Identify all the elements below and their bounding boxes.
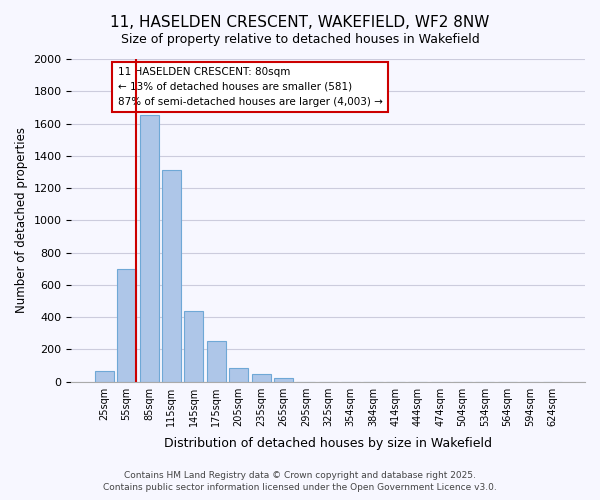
Text: Contains HM Land Registry data © Crown copyright and database right 2025.
Contai: Contains HM Land Registry data © Crown c… xyxy=(103,471,497,492)
Bar xyxy=(162,170,181,382)
Bar xyxy=(184,310,203,382)
Bar xyxy=(117,268,136,382)
Bar xyxy=(229,368,248,382)
Bar xyxy=(251,374,271,382)
Text: 11, HASELDEN CRESCENT, WAKEFIELD, WF2 8NW: 11, HASELDEN CRESCENT, WAKEFIELD, WF2 8N… xyxy=(110,15,490,30)
Bar xyxy=(140,116,158,382)
Bar xyxy=(207,340,226,382)
Bar xyxy=(274,378,293,382)
Y-axis label: Number of detached properties: Number of detached properties xyxy=(15,128,28,314)
X-axis label: Distribution of detached houses by size in Wakefield: Distribution of detached houses by size … xyxy=(164,437,492,450)
Bar xyxy=(95,371,114,382)
Text: 11 HASELDEN CRESCENT: 80sqm
← 13% of detached houses are smaller (581)
87% of se: 11 HASELDEN CRESCENT: 80sqm ← 13% of det… xyxy=(118,67,383,106)
Text: Size of property relative to detached houses in Wakefield: Size of property relative to detached ho… xyxy=(121,32,479,46)
